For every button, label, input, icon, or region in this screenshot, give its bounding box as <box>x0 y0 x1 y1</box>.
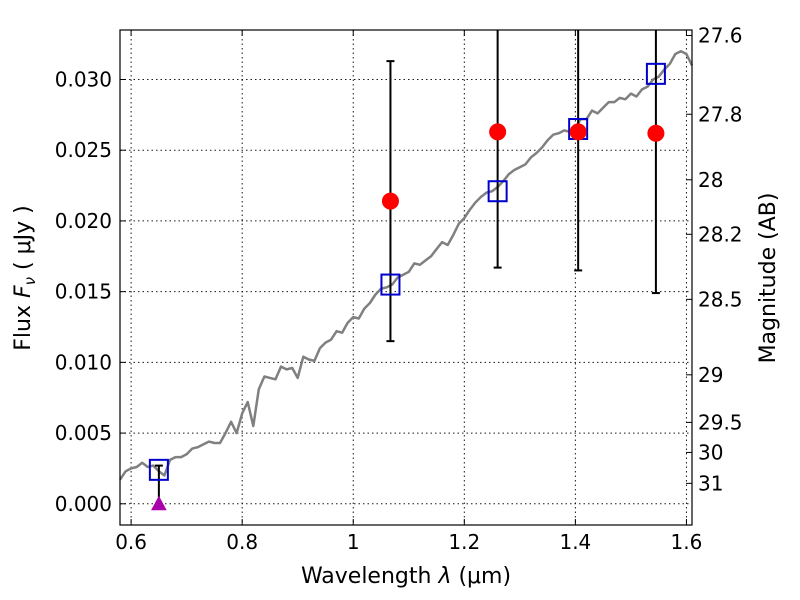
axis-ticks: 0.6 0.8 1 1.2 1.4 1.6 0.000 0.005 0.010 0.015 0.02… <box>55 23 743 554</box>
model-band-square <box>487 180 508 203</box>
x-tick-label: 1.6 <box>671 530 703 554</box>
y-tick-label: 0.010 <box>55 350 112 374</box>
x-tick-label: 0.6 <box>115 530 147 554</box>
grid <box>120 30 692 525</box>
y-tick-label: 0.015 <box>55 280 112 304</box>
observed-point <box>489 123 507 141</box>
y2-tick-label: 27.8 <box>698 102 743 126</box>
observed-point <box>569 123 587 141</box>
y2-axis-label: Magnitude (AB) <box>756 193 781 364</box>
plot-frame <box>119 29 693 526</box>
y-tick-label: 0.025 <box>55 138 112 162</box>
error-bars <box>154 30 660 504</box>
y-tick-label: 0.030 <box>55 68 112 92</box>
y2-tick-label: 29.5 <box>698 410 743 434</box>
y-tick-label: 0.020 <box>55 209 112 233</box>
x-tick-label: 1.2 <box>448 530 480 554</box>
y-tick-label: 0.000 <box>55 492 112 516</box>
spectrum-line <box>118 49 694 481</box>
y-tick-label: 0.005 <box>55 421 112 445</box>
y2-tick-label: 29 <box>698 363 723 387</box>
y2-tick-label: 30 <box>698 440 723 464</box>
x-axis-label: Wavelength λ (μm) <box>301 564 511 589</box>
x-tick-label: 1 <box>347 530 360 554</box>
upper-limit-marker <box>151 495 167 511</box>
y2-tick-label: 28.2 <box>698 222 743 246</box>
data-points <box>148 62 666 511</box>
x-tick-label: 1.4 <box>559 530 591 554</box>
y2-tick-label: 28.5 <box>698 287 743 311</box>
model-band-square <box>645 62 666 85</box>
model-band-square <box>148 458 169 481</box>
model-band-square <box>380 273 401 296</box>
y-axis-label: Flux Fν ( μJy ) <box>11 205 39 350</box>
x-tick-label: 0.8 <box>226 530 258 554</box>
observed-point <box>647 124 665 142</box>
y2-tick-label: 31 <box>698 471 723 495</box>
y2-tick-label: 28 <box>698 168 723 192</box>
y2-tick-label: 27.6 <box>698 23 743 47</box>
model-spectrum <box>118 49 694 481</box>
observed-point <box>381 192 399 210</box>
